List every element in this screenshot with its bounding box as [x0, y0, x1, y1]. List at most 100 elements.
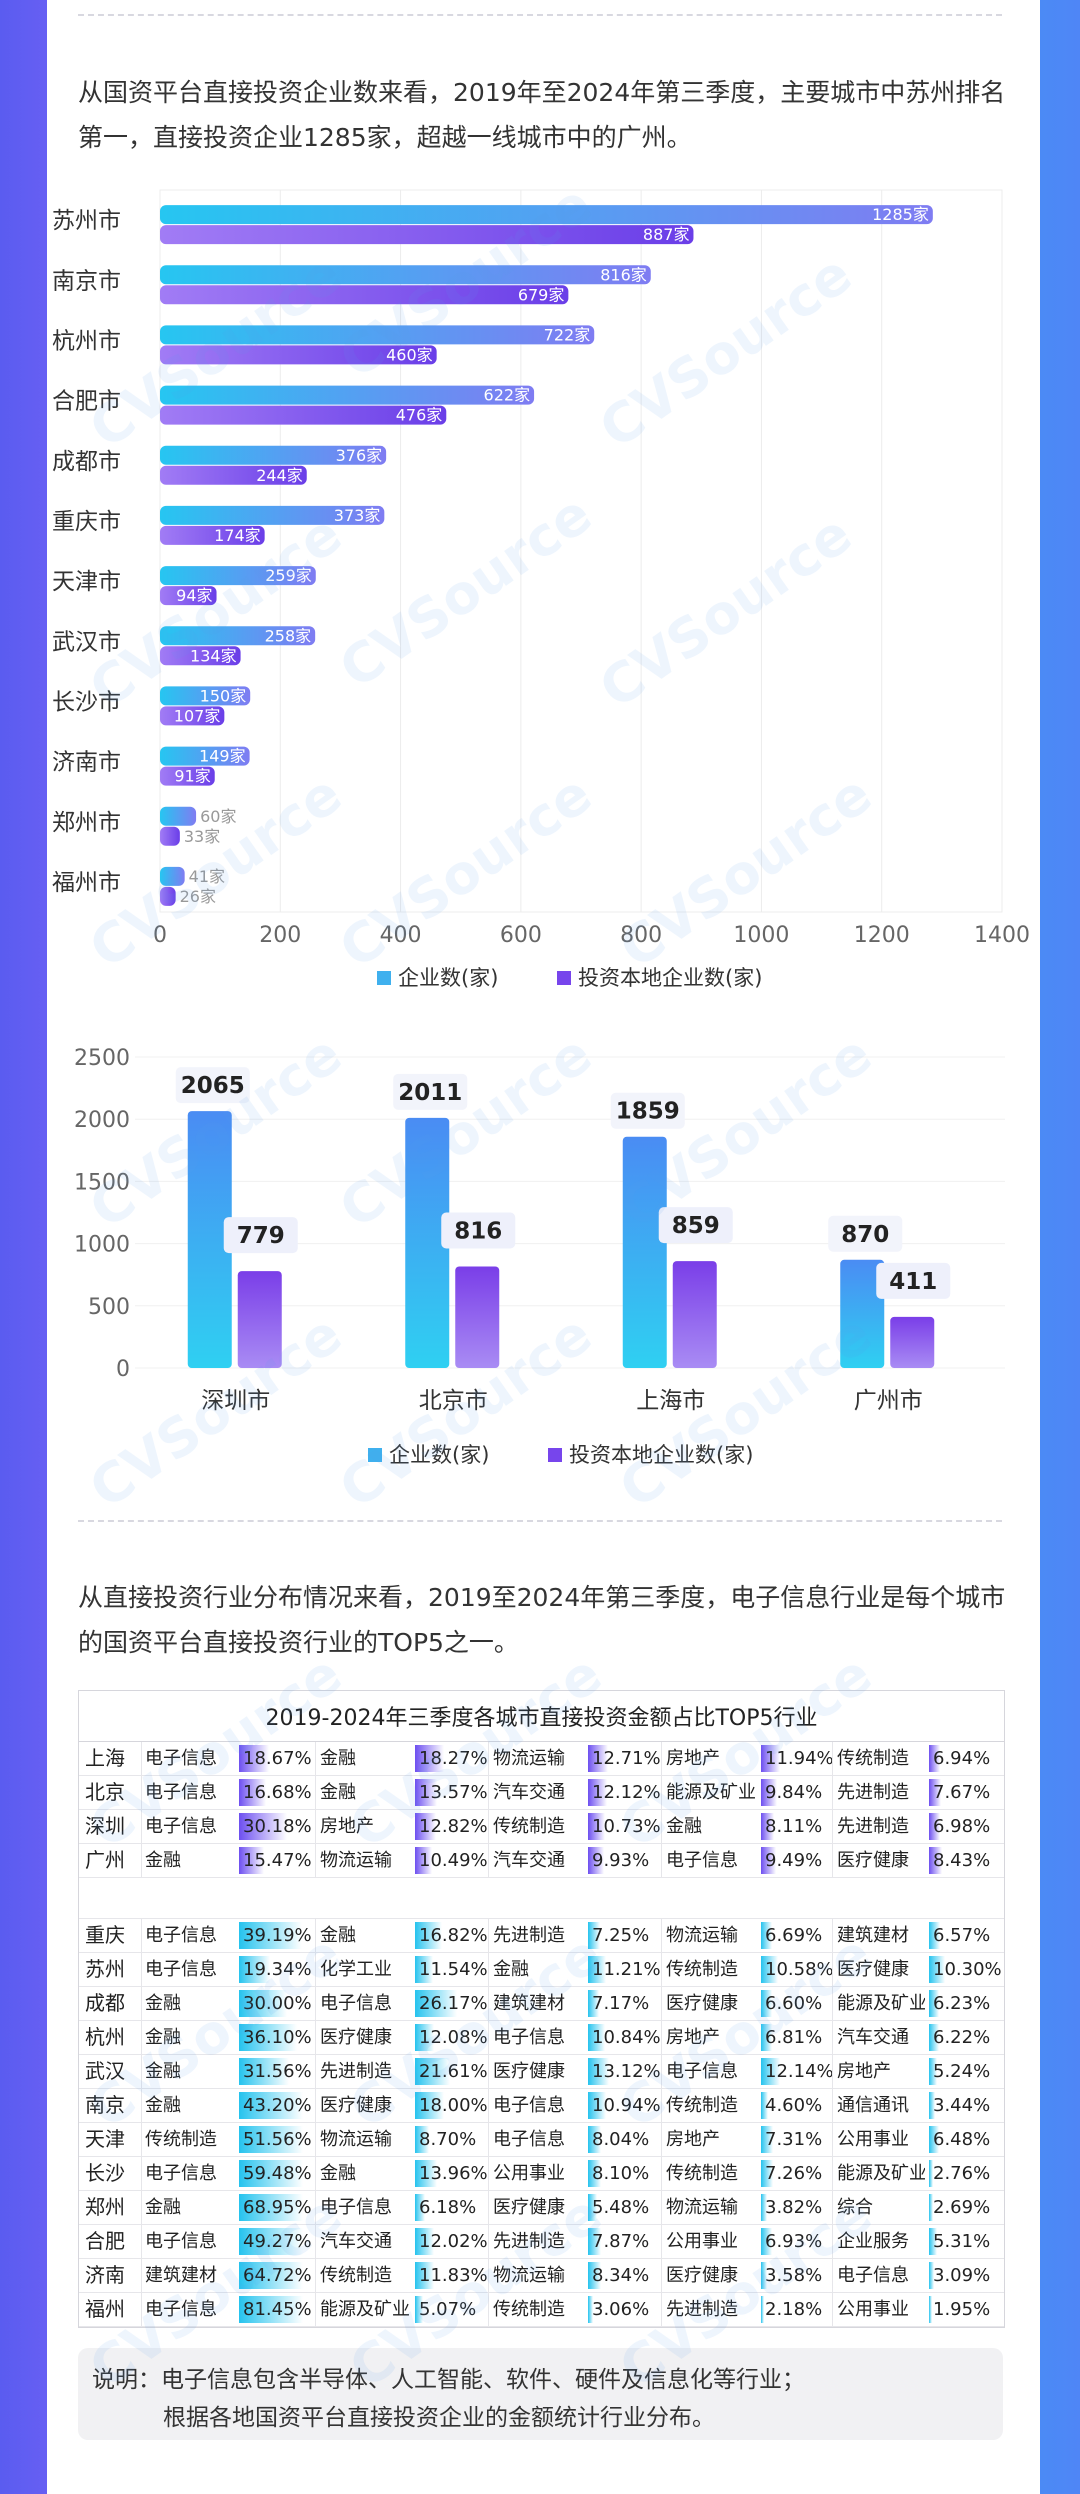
column-divider — [488, 2021, 489, 2054]
table-row: 深圳 电子信息 30.18% 房地产 12.82% 传统制造 10.73% 金融 8.11% 先进… — [79, 1810, 1004, 1844]
share-percent: 6.48% — [933, 2129, 991, 2150]
bar-value-label: 60家 — [200, 807, 236, 826]
bar-value-label: 779 — [237, 1223, 285, 1249]
column-divider — [488, 2225, 489, 2258]
column-divider — [315, 2021, 316, 2054]
industry-name: 金融 — [145, 2027, 181, 2048]
table-row: 上海 电子信息 18.67% 金融 18.27% 物流运输 12.71% 房地产 11.94% 传… — [79, 1742, 1004, 1776]
share-percent: 16.82% — [419, 1925, 488, 1946]
bar-local — [160, 525, 265, 545]
row-city: 福州 — [85, 2297, 125, 2321]
share-bar — [929, 2024, 939, 2051]
column-divider — [661, 2123, 662, 2156]
share-bar — [761, 2296, 765, 2323]
table-row: 重庆 电子信息 39.19% 金融 16.82% 先进制造 7.25% 物流运输 6.69% 建筑… — [79, 1919, 1004, 1953]
industry-name: 电子信息 — [666, 2061, 738, 2082]
column-divider — [661, 1810, 662, 1843]
share-percent: 11.21% — [592, 1959, 661, 1980]
column-divider — [661, 2021, 662, 2054]
share-bar — [588, 2228, 601, 2255]
industry-name: 先进制造 — [837, 1816, 909, 1837]
share-percent: 6.81% — [765, 2027, 823, 2048]
column-divider — [315, 1810, 316, 1843]
bar-value-label: 259家 — [265, 566, 312, 585]
bar-enterprise — [160, 385, 535, 405]
x-tick-label: 0 — [153, 923, 167, 948]
row-city: 北京 — [85, 1780, 125, 1804]
vbar-chart: 0 500 1000 1500 2000 2500 2065 779 深圳市 2011 816 北京市… — [40, 1030, 1040, 1494]
bar-local — [160, 766, 215, 786]
column-divider — [315, 2123, 316, 2156]
industry-name: 先进制造 — [493, 2231, 565, 2252]
column-divider — [832, 2225, 833, 2258]
industry-name: 物流运输 — [666, 2197, 738, 2218]
share-bar — [588, 2058, 609, 2085]
share-percent: 4.60% — [765, 2095, 823, 2116]
share-percent: 13.12% — [592, 2061, 661, 2082]
share-percent: 12.12% — [592, 1782, 661, 1803]
share-percent: 43.20% — [243, 2095, 312, 2116]
table-row: 杭州 金融 36.10% 医疗健康 12.08% 电子信息 10.84% 房地产 6.81% 汽车… — [79, 2021, 1004, 2055]
column-divider — [141, 1987, 142, 2020]
column-divider — [832, 1810, 833, 1843]
share-percent: 3.44% — [933, 2095, 991, 2116]
y-category-label: 济南市 — [52, 750, 121, 776]
share-percent: 68.95% — [243, 2197, 312, 2218]
industry-name: 物流运输 — [320, 2129, 392, 2150]
bar-enterprise — [160, 566, 316, 586]
share-percent: 6.57% — [933, 1925, 991, 1946]
share-bar — [761, 2024, 772, 2051]
row-city: 郑州 — [85, 2195, 125, 2219]
share-bar — [929, 2058, 938, 2085]
table-row: 南京 金融 43.20% 医疗健康 18.00% 电子信息 10.94% 传统制造 4.60% 通… — [79, 2089, 1004, 2123]
share-percent: 5.24% — [933, 2061, 991, 2082]
column-divider — [141, 2055, 142, 2088]
share-percent: 3.82% — [765, 2197, 823, 2218]
industry-name: 先进制造 — [320, 2061, 392, 2082]
industry-name: 物流运输 — [320, 1850, 392, 1871]
column-divider — [661, 1844, 662, 1877]
x-tick-label: 1000 — [733, 923, 789, 948]
share-percent: 18.00% — [419, 2095, 488, 2116]
y-category-label: 武汉市 — [52, 629, 121, 655]
legend-label-enterprise: 企业数(家) — [398, 966, 498, 990]
column-divider — [141, 1844, 142, 1877]
column-divider — [315, 2055, 316, 2088]
row-city: 重庆 — [85, 1923, 125, 1947]
industry-name: 电子信息 — [145, 2231, 217, 2252]
y-category-label: 南京市 — [52, 268, 121, 294]
share-percent: 6.69% — [765, 1925, 823, 1946]
share-bar — [239, 2194, 303, 2221]
value-label-box — [828, 1215, 903, 1252]
row-city: 成都 — [85, 1991, 125, 2015]
industry-name: 公用事业 — [837, 2129, 909, 2150]
table-row: 天津 传统制造 51.56% 物流运输 8.70% 电子信息 8.04% 房地产 7.31% 公用… — [79, 2123, 1004, 2157]
column-divider — [141, 2225, 142, 2258]
share-bar — [761, 2194, 768, 2221]
bar-enterprise — [622, 1136, 667, 1368]
share-percent: 6.18% — [419, 2197, 477, 2218]
share-bar — [761, 2160, 773, 2187]
column-divider — [661, 1953, 662, 1986]
bar-local — [160, 646, 241, 666]
column-divider — [315, 1919, 316, 1952]
bar-local — [160, 225, 694, 245]
column-divider — [315, 1953, 316, 1986]
share-bar — [239, 1922, 302, 1949]
share-bar — [761, 1745, 781, 1772]
bar-value-label: 150家 — [200, 686, 247, 705]
share-bar — [415, 2262, 434, 2289]
value-label-box — [658, 1207, 733, 1244]
share-bar — [929, 2296, 933, 2323]
y-category-label: 苏州市 — [52, 208, 121, 234]
column-divider — [141, 1742, 142, 1775]
bar-value-label: 1285家 — [872, 205, 929, 224]
y-category-label: 福州市 — [52, 870, 121, 896]
share-bar — [239, 2296, 303, 2323]
industry-name: 传统制造 — [837, 1748, 909, 1769]
x-tick-label: 200 — [259, 923, 301, 948]
bar-enterprise — [160, 445, 387, 465]
bar-local — [890, 1316, 935, 1368]
column-divider — [488, 1844, 489, 1877]
bar-value-label: 2011 — [398, 1080, 462, 1106]
